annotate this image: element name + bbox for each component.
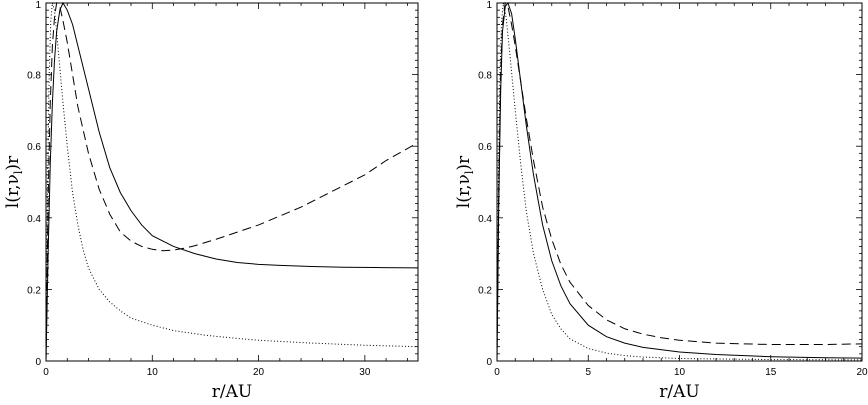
y-tick-label: 1	[486, 0, 492, 11]
plot-frame	[496, 2, 863, 362]
y-axis-title-tail: )r	[3, 155, 23, 171]
series-line-dashed	[496, 1, 863, 362]
y-tick-label: 0.2	[478, 285, 492, 296]
x-tick-label: 30	[359, 367, 371, 378]
y-tick-label: 0.6	[478, 142, 492, 153]
x-axis-title: r/AU	[659, 382, 699, 402]
left-panel: 0 10 20 30 0 0.2 0.4 0.6 0.8 1 r/AU l(r,νl)r	[3, 0, 419, 402]
y-axis-title-subscript: l	[12, 170, 25, 174]
x-tick-label: 20	[856, 367, 868, 378]
series-line-solid	[496, 1, 863, 362]
right-panel: 0 5 10 15 20 0 0.2 0.4 0.6 0.8 1 r/AU l(r,νl)r	[454, 0, 868, 402]
x-tick-label: 10	[674, 367, 686, 378]
x-tick-label: 5	[585, 367, 591, 378]
x-tick-label: 15	[765, 367, 777, 378]
y-axis-title-tail: )r	[454, 155, 474, 171]
y-axis-title-subscript: l	[463, 170, 476, 174]
series-line-dotted	[45, 2, 419, 362]
y-tick-label: 0.4	[478, 214, 492, 225]
x-axis-title: r/AU	[212, 382, 252, 402]
plot-frame	[45, 2, 419, 362]
y-tick-label: 0.8	[478, 71, 492, 82]
series-line-solid	[45, 1, 419, 362]
x-tick-label: 20	[253, 367, 265, 378]
y-tick-label: 0	[486, 357, 492, 368]
series-line-dashed	[45, 1, 419, 362]
y-tick-label: 0.2	[27, 285, 41, 296]
x-tick-label: 10	[147, 367, 159, 378]
y-tick-label: 0.4	[27, 214, 41, 225]
y-axis-title: l(r,νl)r	[454, 155, 476, 208]
y-tick-label: 0.8	[27, 71, 41, 82]
y-axis-title-main: l(r,ν	[3, 174, 23, 208]
y-tick-label: 1	[35, 0, 41, 11]
y-tick-label: 0	[35, 357, 41, 368]
x-tick-label: 0	[494, 367, 500, 378]
series-line-dotted	[496, 2, 863, 362]
y-axis-title: l(r,νl)r	[3, 155, 25, 208]
y-axis-title-main: l(r,ν	[454, 174, 474, 208]
x-tick-label: 0	[43, 367, 49, 378]
y-tick-label: 0.6	[27, 142, 41, 153]
